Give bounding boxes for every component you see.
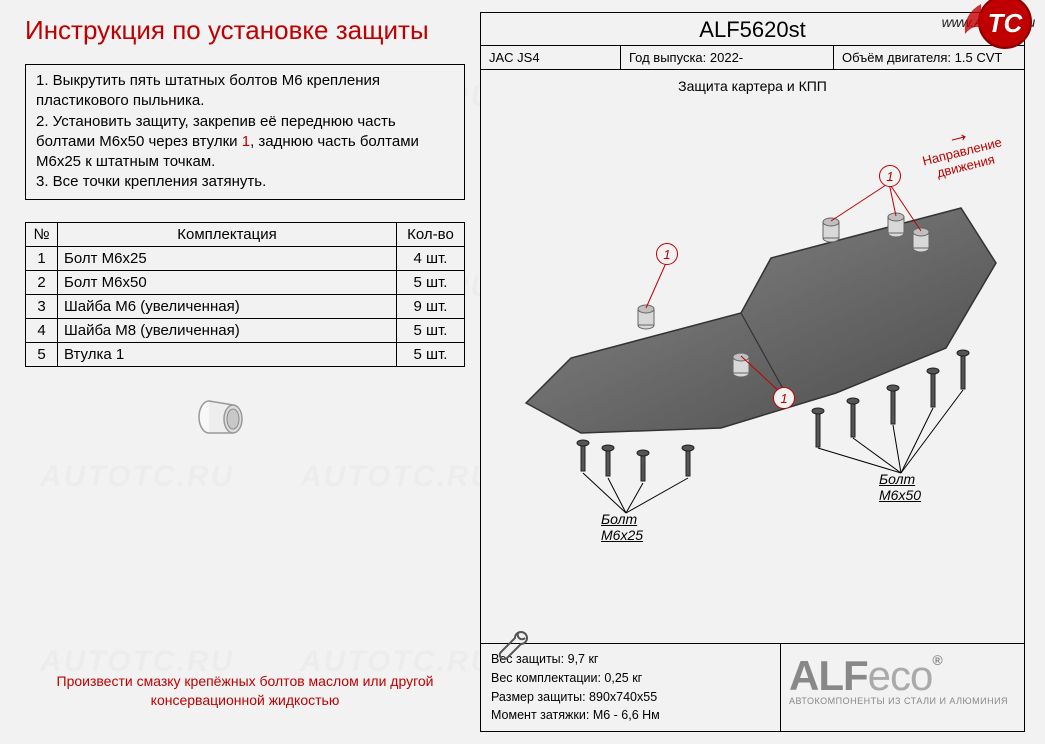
- logo-reg: ®: [932, 652, 941, 668]
- model-label: JAC JS4: [481, 46, 621, 69]
- cell-num: 3: [26, 294, 58, 318]
- cell-name: Болт М6х25: [58, 246, 397, 270]
- bom-table: № Комплектация Кол-во 1 Болт М6х25 4 шт.…: [25, 222, 465, 367]
- footer-box: Вес защиты: 9,7 кг Вес комплектации: 0,2…: [481, 643, 1024, 731]
- cell-name: Втулка 1: [58, 342, 397, 366]
- cell-name: Шайба М6 (увеличенная): [58, 294, 397, 318]
- spacer-icon: [638, 305, 654, 329]
- table-row: 2 Болт М6х50 5 шт.: [26, 270, 465, 294]
- year-label: Год выпуска: 2022-: [621, 46, 834, 69]
- doc-title: Инструкция по установке защиты: [25, 15, 465, 46]
- sleeve-icon: [185, 395, 255, 440]
- cell-name: Шайба М8 (увеличенная): [58, 318, 397, 342]
- th-num: №: [26, 222, 58, 246]
- cell-num: 1: [26, 246, 58, 270]
- wrench-icon: [495, 624, 531, 660]
- alfeco-logo: ALFeco®: [789, 652, 1016, 700]
- spacer-icon: [888, 213, 904, 237]
- marker-1-circle: 1: [773, 387, 795, 409]
- lubrication-note: Произвести смазку крепёжных болтов масло…: [25, 672, 465, 710]
- cell-qty: 5 шт.: [397, 318, 465, 342]
- cell-qty: 4 шт.: [397, 246, 465, 270]
- logo-eco: eco: [868, 652, 933, 699]
- spec-torque: Момент затяжки: М6 - 6,6 Нм: [491, 706, 770, 725]
- instr-step-2: 2. Установить защиту, закрепив её передн…: [36, 112, 454, 173]
- header-meta-row: JAC JS4 Год выпуска: 2022- Объём двигате…: [481, 46, 1024, 70]
- cell-num: 2: [26, 270, 58, 294]
- footer-logo-area: ALFeco® АВТОКОМПОНЕНТЫ ИЗ СТАЛИ И АЛЮМИН…: [781, 644, 1024, 731]
- table-row: 4 Шайба М8 (увеличенная) 5 шт.: [26, 318, 465, 342]
- product-subtitle: Защита картера и КПП: [481, 70, 1024, 94]
- table-row: 3 Шайба М6 (увеличенная) 9 шт.: [26, 294, 465, 318]
- page-root: AUTOTC.RU AUTOTC.RU AUTOTC.RU AUTOTC.RU …: [0, 0, 1045, 744]
- cell-qty: 5 шт.: [397, 270, 465, 294]
- table-row: 5 Втулка 1 5 шт.: [26, 342, 465, 366]
- spec-weight-kit: Вес комплектации: 0,25 кг: [491, 669, 770, 688]
- cell-num: 5: [26, 342, 58, 366]
- footer-specs: Вес защиты: 9,7 кг Вес комплектации: 0,2…: [481, 644, 781, 731]
- cell-name: Болт М6х50: [58, 270, 397, 294]
- instr-step-1: 1. Выкрутить пять штатных болтов М6 креп…: [36, 71, 454, 112]
- spec-size: Размер защиты: 890x740x55: [491, 688, 770, 707]
- marker-1-circle: 1: [879, 165, 901, 187]
- cell-qty: 5 шт.: [397, 342, 465, 366]
- left-column: Инструкция по установке защиты 1. Выкрут…: [25, 15, 465, 367]
- svg-text:TC: TC: [988, 8, 1024, 38]
- instr-2-marker: 1: [242, 133, 250, 150]
- callout-m6x25: Болт М6х25: [601, 511, 643, 543]
- alfeco-subtitle: АВТОКОМПОНЕНТЫ ИЗ СТАЛИ И АЛЮМИНИЯ: [789, 696, 1016, 706]
- watermark: AUTOTC.RU: [40, 460, 234, 494]
- spacer-icon: [913, 228, 929, 252]
- instr-step-3: 3. Все точки крепления затянуть.: [36, 172, 454, 192]
- bolt-icon: [577, 440, 694, 481]
- spec-weight-prot: Вес защиты: 9,7 кг: [491, 650, 770, 669]
- skid-plate-diagram: 1 1 1 Болт М6х25 Болт М6х50: [491, 143, 1016, 543]
- table-row: 1 Болт М6х25 4 шт.: [26, 246, 465, 270]
- tc-badge-icon: TC: [957, 0, 1039, 52]
- cell-qty: 9 шт.: [397, 294, 465, 318]
- right-column: ALF5620st JAC JS4 Год выпуска: 2022- Объ…: [480, 12, 1025, 732]
- logo-alf: ALF: [789, 652, 868, 699]
- table-header-row: № Комплектация Кол-во: [26, 222, 465, 246]
- watermark: AUTOTC.RU: [300, 460, 494, 494]
- instructions-box: 1. Выкрутить пять штатных болтов М6 креп…: [25, 64, 465, 200]
- diagram-svg: [491, 143, 1016, 543]
- marker-1-circle: 1: [656, 243, 678, 265]
- th-name: Комплектация: [58, 222, 397, 246]
- cell-num: 4: [26, 318, 58, 342]
- th-qty: Кол-во: [397, 222, 465, 246]
- spacer-icon: [823, 218, 839, 242]
- callout-m6x50: Болт М6х50: [879, 471, 921, 503]
